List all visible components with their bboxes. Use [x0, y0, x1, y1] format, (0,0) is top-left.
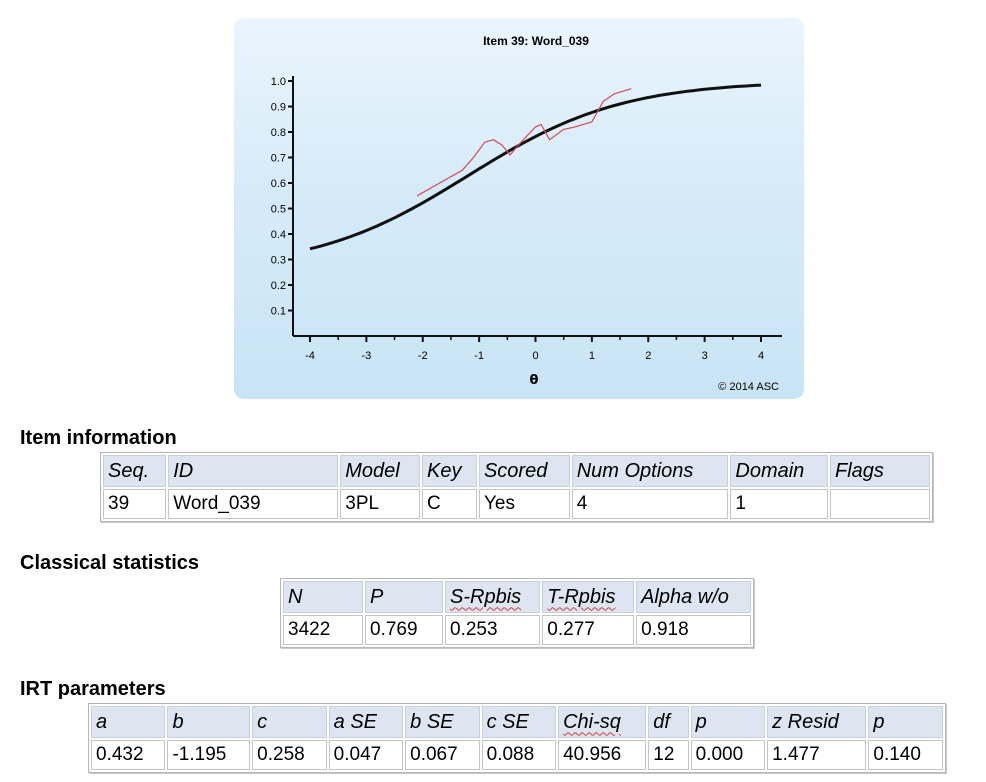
- cell-z-resid: 1.477: [767, 740, 867, 770]
- x-axis-label: θ: [530, 373, 539, 388]
- col-seq: Seq.: [103, 455, 167, 487]
- cell-df: 12: [648, 740, 689, 770]
- col-num-options: Num Options: [571, 455, 729, 487]
- y-tick-label: 0.2: [271, 280, 286, 292]
- y-tick-label: 0.1: [271, 306, 286, 318]
- table-header-row: N P S-Rpbis T-Rpbis Alpha w/o: [283, 581, 751, 613]
- col-scored: Scored: [478, 455, 570, 487]
- cell-c: 0.258: [252, 740, 327, 770]
- irt-parameters-heading: IRT parameters: [20, 678, 166, 700]
- item-characteristic-curve-chart: Item 39: Word_039 0.1 0.2 0.3 0.4 0.5 0.6 0.7 0…: [234, 18, 804, 399]
- cell-b-se: 0.067: [405, 740, 480, 770]
- x-tick-label: 2: [645, 350, 651, 362]
- series-lines: [309, 83, 762, 251]
- col-p-z: p: [868, 706, 943, 738]
- col-p: P: [365, 581, 443, 613]
- x-tick-label: 0: [532, 350, 538, 362]
- y-tick-label: 0.8: [271, 127, 286, 139]
- y-tick-label: 1.0: [271, 76, 286, 88]
- cell-num-options: 4: [571, 489, 729, 519]
- col-c-se: c SE: [481, 706, 557, 738]
- table-header-row: Seq. ID Model Key Scored Num Options Dom…: [103, 455, 930, 487]
- col-p-chi: p: [690, 706, 766, 738]
- cell-a: 0.432: [91, 740, 166, 770]
- item-information-table: Seq. ID Model Key Scored Num Options Dom…: [100, 452, 933, 522]
- table-header-row: a b c a SE b SE c SE Chi-sq df p z Resid…: [91, 706, 943, 738]
- table-row: 3422 0.769 0.253 0.277 0.918: [283, 615, 751, 645]
- col-t-rpbis: T-Rpbis: [542, 581, 635, 613]
- item-information-heading: Item information: [20, 427, 177, 449]
- copyright-text: © 2014 ASC: [718, 381, 779, 393]
- y-axis-ticks: 0.1 0.2 0.3 0.4 0.5 0.6 0.7 0.8 0.9 1.0: [271, 76, 293, 318]
- y-tick-label: 0.9: [271, 102, 286, 114]
- x-tick-label: -3: [361, 350, 371, 362]
- col-model: Model: [340, 455, 420, 487]
- table-row: 0.432 -1.195 0.258 0.047 0.067 0.088 40.…: [91, 740, 943, 770]
- cell-p-z: 0.140: [868, 740, 943, 770]
- cell-domain: 1: [730, 489, 828, 519]
- x-tick-label: 3: [702, 350, 708, 362]
- col-alpha-without: Alpha w/o: [636, 581, 751, 613]
- col-flags: Flags: [830, 455, 930, 487]
- empirical-curve-line: [416, 88, 632, 197]
- y-tick-label: 0.7: [271, 153, 286, 165]
- x-tick-label: -2: [418, 350, 428, 362]
- col-s-rpbis: S-Rpbis: [445, 581, 541, 613]
- irt-parameters-table: a b c a SE b SE c SE Chi-sq df p z Resid…: [88, 703, 946, 773]
- cell-b: -1.195: [167, 740, 251, 770]
- model-curve-line: [309, 83, 762, 251]
- col-key: Key: [421, 455, 477, 487]
- x-tick-label: -1: [474, 350, 484, 362]
- cell-key: C: [421, 489, 477, 519]
- col-df: df: [648, 706, 689, 738]
- col-b-se: b SE: [405, 706, 480, 738]
- x-tick-label: 1: [589, 350, 595, 362]
- cell-a-se: 0.047: [328, 740, 404, 770]
- cell-model: 3PL: [340, 489, 420, 519]
- x-tick-label: 4: [758, 350, 764, 362]
- chart-svg: Item 39: Word_039 0.10.20.30.40.50.60.70…: [271, 34, 782, 393]
- col-id: ID: [168, 455, 339, 487]
- cell-p: 0.769: [365, 615, 443, 645]
- cell-id: Word_039: [168, 489, 339, 519]
- cell-c-se: 0.088: [481, 740, 557, 770]
- col-b: b: [167, 706, 251, 738]
- cell-chi-sq: 40.956: [558, 740, 647, 770]
- chart-title: Item 39: Word_039: [483, 34, 589, 48]
- col-n: N: [283, 581, 363, 613]
- cell-alpha-without: 0.918: [636, 615, 751, 645]
- col-chi-sq: Chi-sq: [558, 706, 647, 738]
- cell-s-rpbis: 0.253: [445, 615, 541, 645]
- col-a: a: [91, 706, 166, 738]
- classical-statistics-table: N P S-Rpbis T-Rpbis Alpha w/o 3422 0.769…: [280, 578, 754, 648]
- col-c: c: [252, 706, 327, 738]
- classical-statistics-heading: Classical statistics: [20, 552, 199, 574]
- y-tick-label: 0.5: [271, 204, 286, 216]
- col-z-resid: z Resid: [767, 706, 867, 738]
- cell-n: 3422: [283, 615, 363, 645]
- col-a-se: a SE: [328, 706, 404, 738]
- y-tick-label: 0.4: [271, 229, 286, 241]
- cell-t-rpbis: 0.277: [542, 615, 635, 645]
- cell-p-chi: 0.000: [690, 740, 766, 770]
- y-tick-label: 0.6: [271, 178, 286, 190]
- cell-seq: 39: [103, 489, 167, 519]
- table-row: 39 Word_039 3PL C Yes 4 1: [103, 489, 930, 519]
- cell-scored: Yes: [478, 489, 570, 519]
- x-tick-label: -4: [305, 350, 315, 362]
- col-domain: Domain: [730, 455, 828, 487]
- y-tick-label: 0.3: [271, 255, 286, 267]
- cell-flags: [830, 489, 930, 519]
- x-axis-ticks: -4 -3 -2 -1 0 1 2 3 4: [305, 336, 764, 362]
